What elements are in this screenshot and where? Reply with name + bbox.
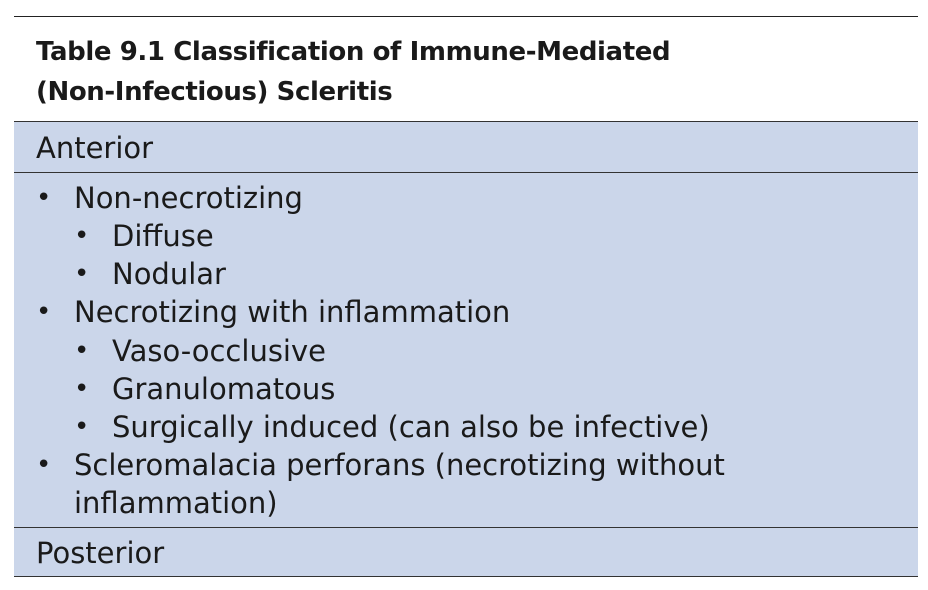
list-item-necrotizing-with-inflammation: Necrotizing with inflammation (74, 295, 511, 329)
anterior-list-band (14, 173, 918, 527)
rule-above-anterior (14, 121, 918, 122)
bullet: • (74, 374, 90, 404)
section-heading-anterior: Anterior (36, 131, 154, 165)
bullet: • (36, 450, 52, 480)
table-title: Table 9.1 Classification of Immune-Media… (36, 32, 896, 112)
list-item-scleromalacia-perforans-line-2: inflammation) (74, 486, 278, 520)
list-subitem-vaso-occlusive: Vaso-occlusive (112, 334, 326, 368)
list-subitem-granulomatous: Granulomatous (112, 372, 336, 406)
anterior-header-band (14, 122, 918, 172)
section-heading-posterior: Posterior (36, 536, 165, 570)
bullet: • (36, 183, 52, 213)
list-item-non-necrotizing: Non-necrotizing (74, 181, 303, 215)
list-subitem-surgically-induced: Surgically induced (can also be infectiv… (112, 410, 710, 444)
list-subitem-nodular: Nodular (112, 257, 226, 291)
bullet: • (74, 336, 90, 366)
table-title-line-1: Table 9.1 Classification of Immune-Media… (36, 37, 671, 67)
list-item-scleromalacia-perforans-line-1: Scleromalacia perforans (necrotizing wit… (74, 448, 725, 482)
top-rule (14, 16, 918, 17)
bullet: • (74, 412, 90, 442)
bullet: • (74, 221, 90, 251)
bullet: • (74, 259, 90, 289)
list-subitem-diffuse: Diffuse (112, 219, 214, 253)
posterior-header-band (14, 528, 918, 576)
bullet: • (36, 297, 52, 327)
table-title-line-2: (Non-Infectious) Scleritis (36, 77, 393, 107)
rule-bottom (14, 576, 918, 577)
rule-below-anterior (14, 172, 918, 173)
rule-above-posterior (14, 527, 918, 528)
